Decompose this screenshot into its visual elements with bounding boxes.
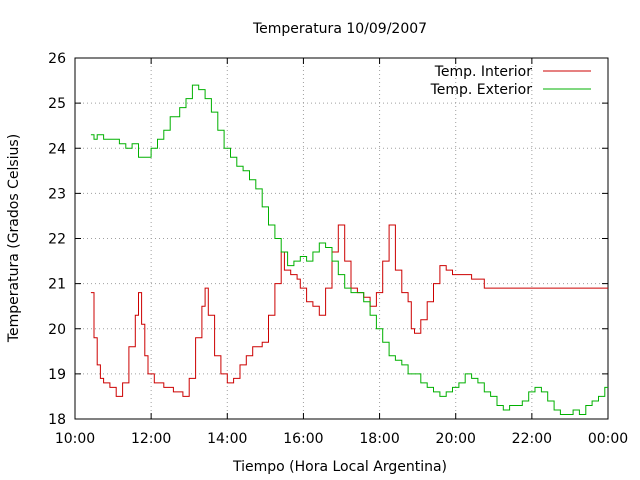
x-tick-label: 12:00	[131, 431, 171, 447]
x-axis-label: Tiempo (Hora Local Argentina)	[232, 459, 447, 475]
series-line-exterior	[90, 84, 608, 415]
y-tick-label: 20	[48, 322, 66, 338]
x-tick-label: 14:00	[207, 431, 247, 447]
y-tick-label: 23	[48, 186, 66, 202]
y-tick-label: 21	[48, 277, 66, 293]
chart-title: Temperatura 10/09/2007	[252, 21, 427, 37]
y-tick-label: 26	[48, 51, 66, 67]
x-axis: 10:00 12:00 14:00 16:00 18:00 20:00 22:00 00:00	[55, 58, 628, 447]
x-tick-label: 18:00	[359, 431, 399, 447]
legend: Temp. Interior Temp. Exterior	[430, 64, 591, 98]
y-tick-label: 24	[48, 141, 66, 157]
legend-label: Temp. Exterior	[430, 82, 533, 98]
x-tick-label: 22:00	[512, 431, 552, 447]
x-tick-label: 16:00	[283, 431, 323, 447]
y-tick-label: 25	[48, 96, 66, 112]
series-lines	[90, 84, 608, 415]
y-tick-label: 22	[48, 232, 66, 248]
grid	[75, 58, 608, 419]
x-tick-label: 20:00	[436, 431, 476, 447]
x-tick-label: 10:00	[55, 431, 95, 447]
y-tick-label: 18	[48, 412, 66, 428]
y-tick-label: 19	[48, 367, 66, 383]
legend-label: Temp. Interior	[434, 64, 533, 80]
series-line-interior	[90, 224, 608, 397]
plot-frame	[74, 57, 609, 420]
y-axis: 18 19 20 21 22 23 24 25 26	[48, 51, 608, 428]
y-axis-label: Temperatura (Grados Celsius)	[6, 134, 22, 343]
x-tick-label: 00:00	[588, 431, 628, 447]
